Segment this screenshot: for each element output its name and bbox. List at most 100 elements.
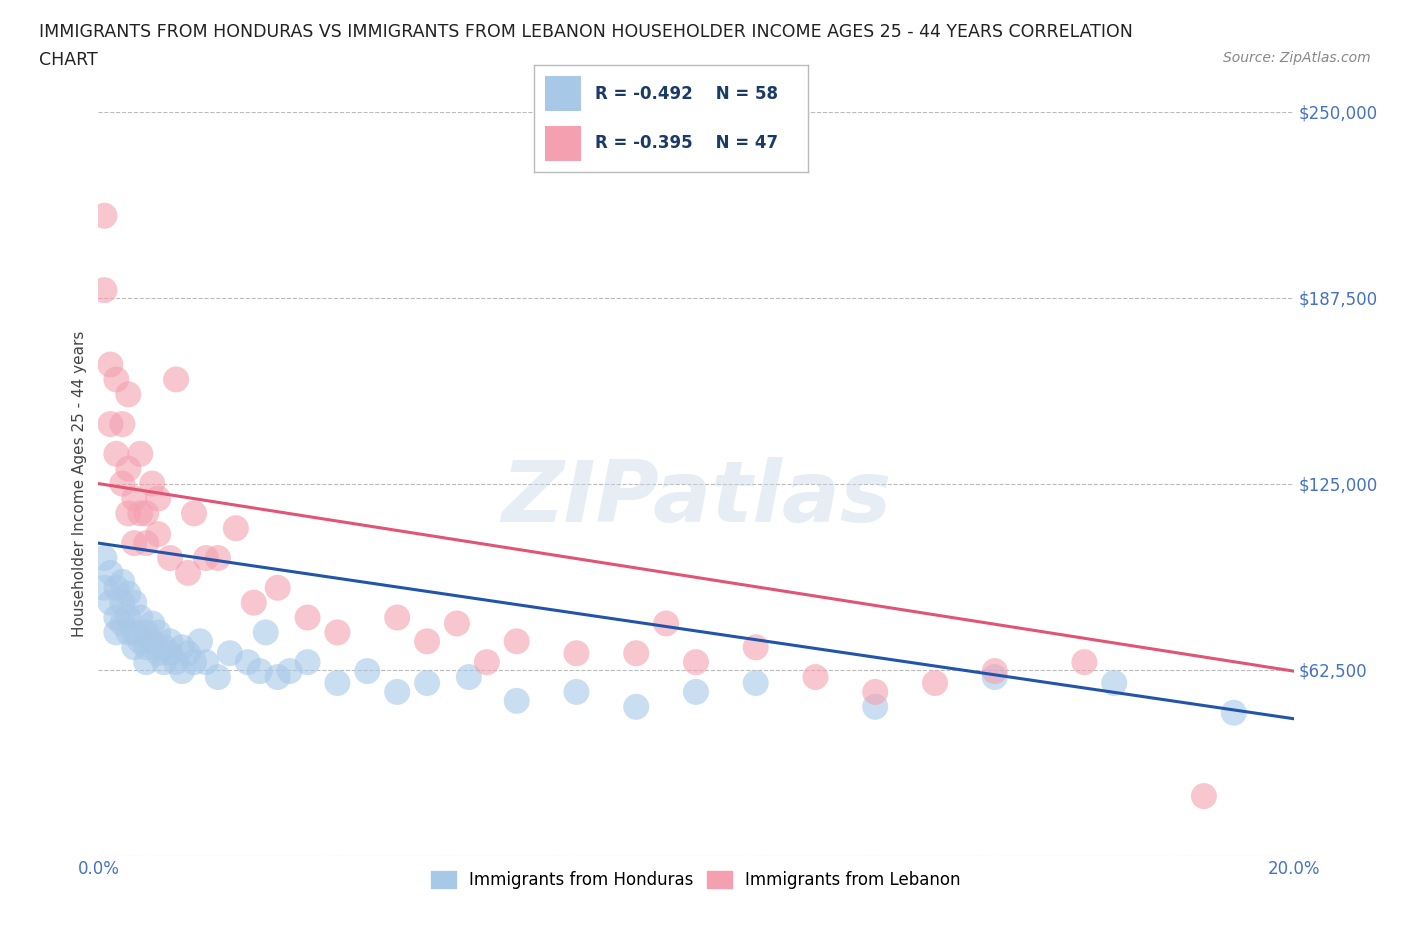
Point: [159, 634, 181, 649]
Point: [225, 521, 247, 536]
Point: [254, 625, 277, 640]
Point: [177, 565, 200, 580]
Point: [111, 575, 134, 590]
Point: [141, 616, 163, 631]
Point: [506, 694, 529, 709]
Point: [385, 610, 409, 625]
Point: [207, 670, 229, 684]
Point: [135, 655, 157, 670]
Point: [124, 625, 146, 640]
Point: [195, 655, 218, 670]
Point: [458, 670, 481, 684]
Point: [219, 645, 242, 660]
Point: [685, 684, 707, 699]
Point: [129, 506, 152, 521]
Point: [124, 640, 146, 655]
Point: [93, 283, 115, 298]
Point: [1104, 675, 1126, 690]
Point: [105, 610, 128, 625]
Point: [1073, 655, 1095, 670]
Text: ZIPatlas: ZIPatlas: [501, 457, 891, 540]
Point: [416, 634, 439, 649]
Point: [105, 580, 128, 595]
Point: [105, 625, 128, 640]
Point: [297, 610, 319, 625]
Point: [626, 699, 648, 714]
Point: [148, 645, 170, 660]
Point: [924, 675, 946, 690]
Point: [195, 551, 218, 565]
Point: [129, 446, 152, 461]
Point: [159, 645, 181, 660]
Point: [124, 536, 146, 551]
Legend: Immigrants from Honduras, Immigrants from Lebanon: Immigrants from Honduras, Immigrants fro…: [425, 864, 967, 896]
Point: [655, 616, 678, 631]
Point: [326, 625, 349, 640]
Point: [236, 655, 259, 670]
Point: [626, 645, 648, 660]
Point: [148, 526, 170, 541]
Point: [183, 655, 205, 670]
Point: [129, 634, 152, 649]
Point: [93, 580, 115, 595]
Point: [105, 372, 128, 387]
Point: [111, 476, 134, 491]
Point: [183, 506, 205, 521]
Y-axis label: Householder Income Ages 25 - 44 years: Householder Income Ages 25 - 44 years: [72, 330, 87, 637]
Point: [135, 640, 157, 655]
Point: [446, 616, 468, 631]
Bar: [546, 126, 581, 162]
Point: [159, 551, 181, 565]
Point: [326, 675, 349, 690]
Point: [98, 595, 122, 610]
Point: [124, 595, 146, 610]
Text: Source: ZipAtlas.com: Source: ZipAtlas.com: [1223, 51, 1371, 65]
Point: [117, 387, 139, 402]
Point: [117, 586, 139, 601]
Point: [148, 491, 170, 506]
Point: [188, 634, 211, 649]
Point: [172, 664, 194, 679]
Point: [135, 506, 157, 521]
Point: [243, 595, 266, 610]
Point: [93, 208, 115, 223]
Point: [865, 684, 887, 699]
Point: [685, 655, 707, 670]
Point: [207, 551, 229, 565]
Point: [117, 461, 139, 476]
Point: [506, 634, 529, 649]
Point: [165, 655, 187, 670]
Point: [135, 625, 157, 640]
Point: [111, 595, 134, 610]
Point: [249, 664, 271, 679]
Point: [105, 446, 128, 461]
Point: [98, 417, 122, 432]
Point: [1192, 789, 1215, 804]
Point: [267, 670, 290, 684]
Point: [565, 645, 588, 660]
Point: [278, 664, 301, 679]
Point: [148, 625, 170, 640]
Point: [745, 640, 768, 655]
Bar: [546, 76, 581, 111]
Point: [804, 670, 827, 684]
Point: [172, 640, 194, 655]
Point: [98, 565, 122, 580]
Point: [135, 536, 157, 551]
Text: IMMIGRANTS FROM HONDURAS VS IMMIGRANTS FROM LEBANON HOUSEHOLDER INCOME AGES 25 -: IMMIGRANTS FROM HONDURAS VS IMMIGRANTS F…: [39, 23, 1133, 41]
Point: [117, 506, 139, 521]
Point: [141, 634, 163, 649]
Point: [297, 655, 319, 670]
Point: [267, 580, 290, 595]
Text: R = -0.492    N = 58: R = -0.492 N = 58: [595, 85, 778, 103]
Point: [984, 664, 1007, 679]
Point: [129, 610, 152, 625]
Point: [865, 699, 887, 714]
Point: [117, 625, 139, 640]
Point: [475, 655, 498, 670]
Point: [141, 476, 163, 491]
Text: CHART: CHART: [39, 51, 98, 69]
Point: [153, 655, 176, 670]
Point: [745, 675, 768, 690]
Point: [124, 491, 146, 506]
